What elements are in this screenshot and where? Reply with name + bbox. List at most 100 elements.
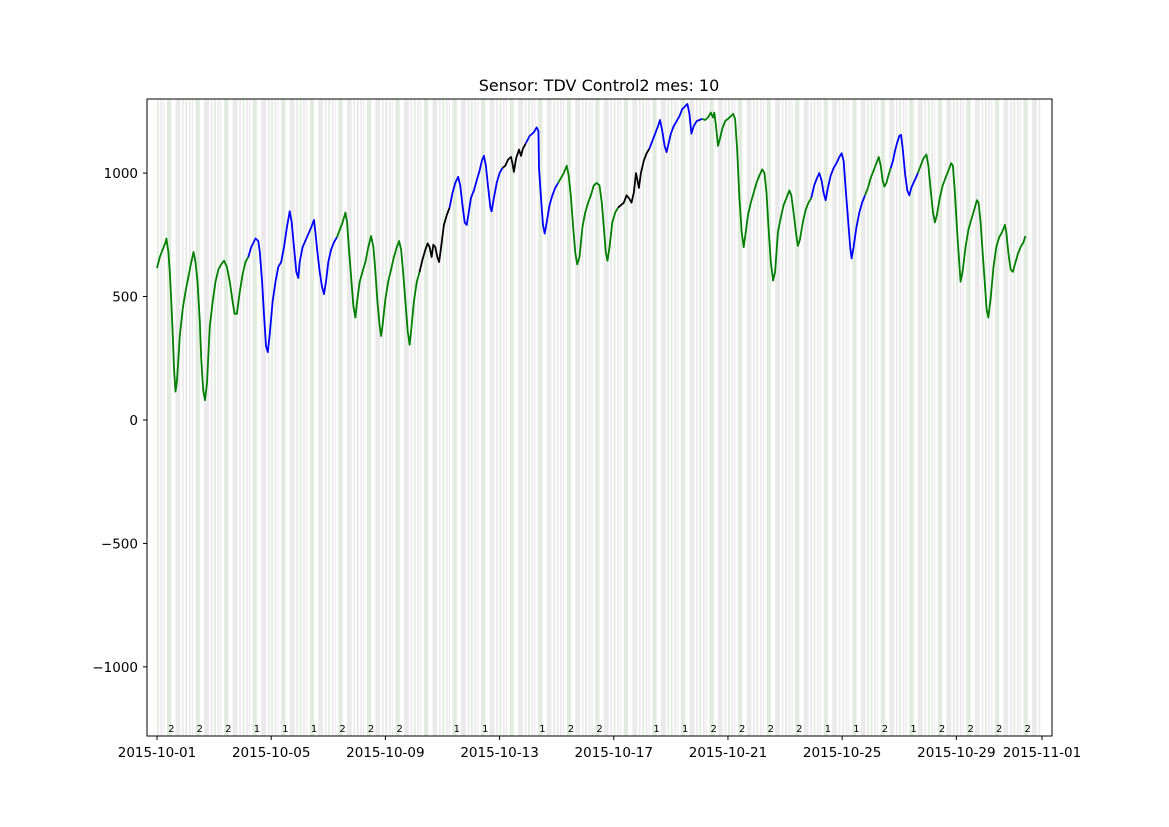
day-band [595,99,600,736]
day-band [410,99,413,736]
day-band [702,99,705,736]
day-band [481,99,486,736]
day-band [474,99,477,736]
day-band [962,99,964,736]
day-band [1010,99,1012,736]
day-band [538,99,543,736]
day-band [680,99,686,736]
day-band [439,99,441,736]
day-band [220,99,222,736]
day-band [296,99,299,736]
day-band [727,99,730,736]
day-band [156,99,159,736]
day-band [338,99,343,736]
day-band [353,99,356,736]
day-band [391,99,393,736]
x-tick-label: 2015-10-13 [460,745,538,761]
series-line-seg-8 [557,164,619,266]
day-class-label: 2 [596,724,602,735]
day-band [823,99,828,736]
day-class-label: 2 [882,724,888,735]
day-class-label: 2 [796,724,802,735]
x-tick-label: 2015-10-01 [118,745,196,761]
y-tick-label: −1000 [92,660,138,676]
day-band [667,99,670,736]
x-tick-label: 2015-10-05 [232,745,310,761]
day-band [553,99,555,736]
day-band [889,99,895,736]
day-band [848,99,850,736]
day-band [331,99,334,736]
day-band [931,99,933,736]
day-band [324,99,327,736]
day-band [705,99,707,736]
day-band [756,99,759,736]
y-tick-label: −500 [101,536,138,552]
day-band [281,99,286,736]
series-line-seg-6 [501,142,527,173]
day-band [185,99,188,736]
day-band [674,99,677,736]
day-band [562,99,565,736]
day-band [874,99,876,736]
series-line-seg-7 [524,126,559,235]
day-band [477,99,479,736]
day-band [838,99,841,736]
day-band [717,99,723,736]
day-band [670,99,673,736]
day-band [660,99,666,736]
day-class-label: 1 [482,724,488,735]
y-tick-label: 0 [129,413,138,429]
day-band [1019,99,1021,736]
day-band [289,99,295,736]
day-band [632,99,638,736]
day-band [795,99,800,736]
day-band [775,99,780,736]
y-tick-label: 1000 [104,166,138,182]
day-band [966,99,971,736]
day-band [381,99,384,736]
day-band [560,99,562,736]
day-band [503,99,505,736]
day-class-label: 1 [653,724,659,735]
day-band [902,99,905,736]
day-band [375,99,381,736]
day-class-label: 2 [967,724,973,735]
day-band [423,99,429,736]
day-band [842,99,844,736]
day-band [981,99,984,736]
day-band [224,99,229,736]
day-class-label: 1 [454,724,460,735]
day-band [803,99,809,736]
day-band [956,99,959,736]
day-band [731,99,734,736]
day-band [566,99,571,736]
day-band [417,99,420,736]
x-tick-label: 2015-10-21 [689,745,767,761]
day-band [388,99,391,736]
day-band [385,99,388,736]
day-class-label: 1 [282,724,288,735]
day-band [346,99,352,736]
day-class-label: 1 [311,724,317,735]
day-band [617,99,619,736]
day-band [575,99,581,736]
day-band [746,99,752,736]
series-line-seg-3 [336,211,421,346]
day-band [166,99,172,736]
series-line-seg-12 [810,152,866,260]
day-class-label: 2 [396,724,402,735]
day-class-label: 2 [711,724,717,735]
day-band [445,99,448,736]
day-band [895,99,898,736]
day-band [274,99,277,736]
series-line-seg-15 [916,153,1027,319]
day-class-label: 1 [682,724,688,735]
day-band [610,99,613,736]
day-band [210,99,213,736]
day-band [1038,99,1041,736]
day-band [1013,99,1016,736]
day-band [467,99,470,736]
day-class-label: 1 [254,724,260,735]
day-band [1016,99,1019,736]
